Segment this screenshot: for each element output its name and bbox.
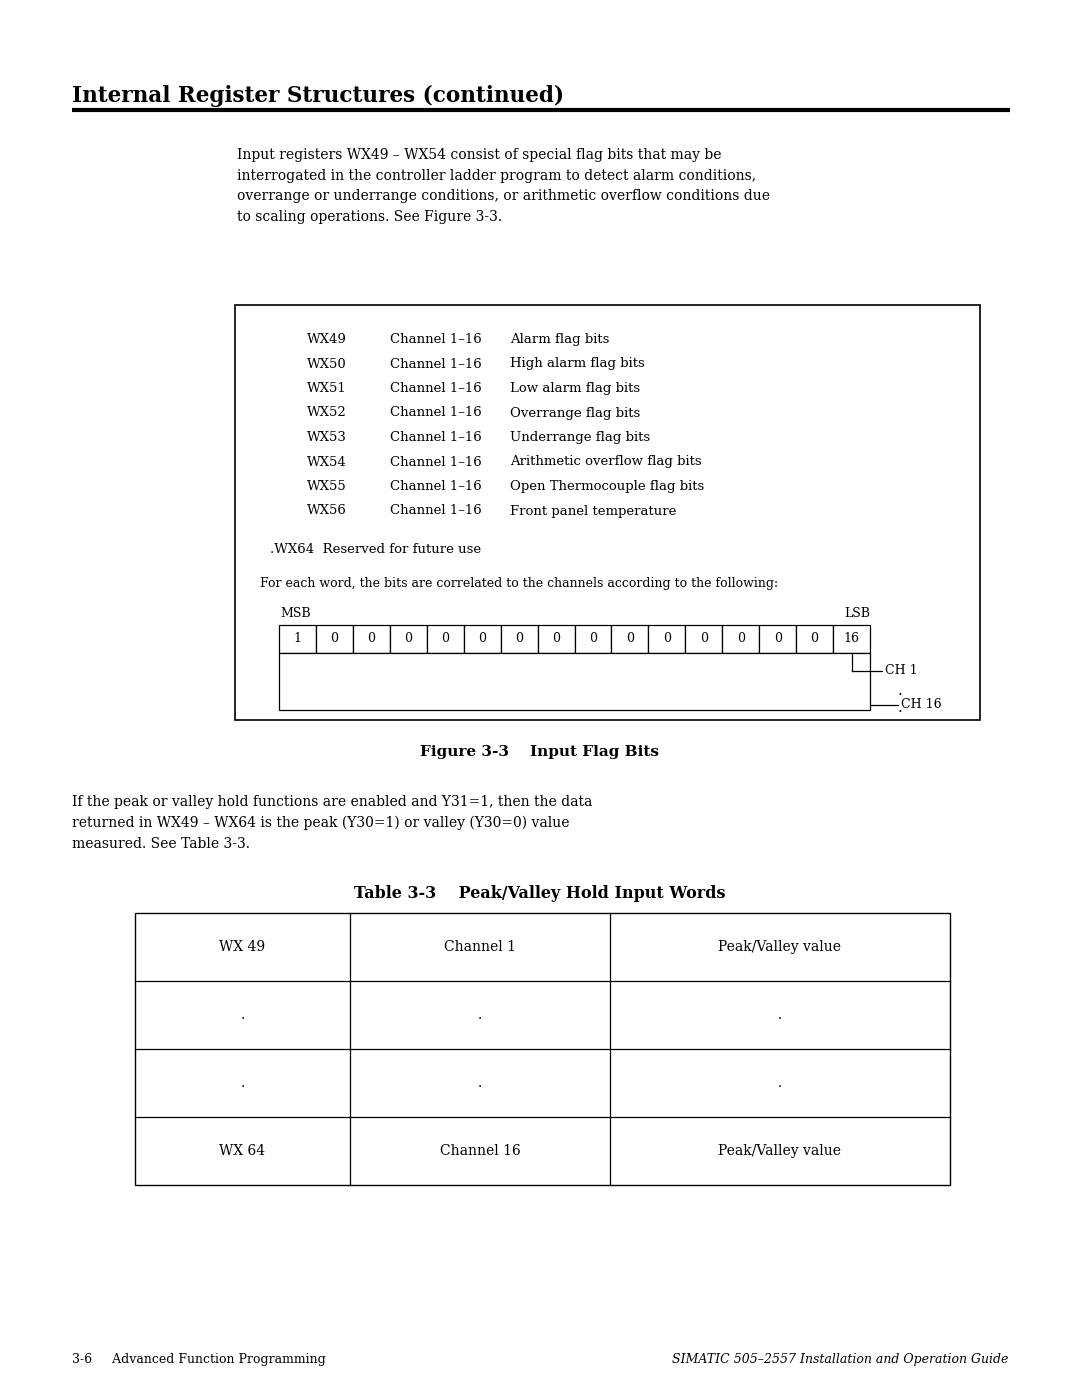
Text: .: . <box>897 685 902 698</box>
Bar <box>463 624 501 652</box>
Text: WX49: WX49 <box>307 332 347 346</box>
Text: 0: 0 <box>478 633 486 645</box>
Text: WX56: WX56 <box>307 504 347 517</box>
Text: .: . <box>241 1009 245 1023</box>
Text: For each word, the bits are correlated to the channels according to the followin: For each word, the bits are correlated t… <box>260 577 778 590</box>
Text: 0: 0 <box>811 633 819 645</box>
Bar <box>648 624 686 652</box>
Bar <box>686 624 723 652</box>
Text: 3-6     Advanced Function Programming: 3-6 Advanced Function Programming <box>72 1354 326 1366</box>
Text: 16: 16 <box>843 633 860 645</box>
Text: SIMATIC 505–2557 Installation and Operation Guide: SIMATIC 505–2557 Installation and Operat… <box>672 1354 1008 1366</box>
Text: .: . <box>477 1009 482 1023</box>
Text: Overrange flag bits: Overrange flag bits <box>510 407 640 419</box>
Text: .: . <box>477 1076 482 1090</box>
Text: Arithmetic overflow flag bits: Arithmetic overflow flag bits <box>510 455 702 468</box>
Bar <box>279 652 870 710</box>
Bar <box>279 624 316 652</box>
Text: If the peak or valley hold functions are enabled and Y31=1, then the data
return: If the peak or valley hold functions are… <box>72 795 592 851</box>
Text: CH 1: CH 1 <box>885 664 917 676</box>
Bar <box>135 914 950 1185</box>
Text: 0: 0 <box>589 633 597 645</box>
Text: Front panel temperature: Front panel temperature <box>510 504 676 517</box>
Bar <box>833 624 870 652</box>
Text: Channel 1–16: Channel 1–16 <box>390 455 482 468</box>
Text: Low alarm flag bits: Low alarm flag bits <box>510 381 640 395</box>
Text: 0: 0 <box>367 633 376 645</box>
Text: Input registers WX49 – WX54 consist of special flag bits that may be
interrogate: Input registers WX49 – WX54 consist of s… <box>237 148 770 224</box>
Text: Underrange flag bits: Underrange flag bits <box>510 432 650 444</box>
Bar <box>723 624 759 652</box>
Text: Peak/Valley value: Peak/Valley value <box>718 1144 841 1158</box>
Bar <box>759 624 796 652</box>
Text: Figure 3-3    Input Flag Bits: Figure 3-3 Input Flag Bits <box>420 745 660 759</box>
Text: .: . <box>241 1076 245 1090</box>
Text: WX51: WX51 <box>307 381 347 395</box>
Bar <box>316 624 353 652</box>
Text: Channel 1–16: Channel 1–16 <box>390 332 482 346</box>
Text: 0: 0 <box>626 633 634 645</box>
Text: Alarm flag bits: Alarm flag bits <box>510 332 609 346</box>
Text: 0: 0 <box>404 633 413 645</box>
Text: 0: 0 <box>773 633 782 645</box>
Bar <box>611 624 648 652</box>
Bar <box>353 624 390 652</box>
Text: CH 16: CH 16 <box>901 698 942 711</box>
Bar <box>390 624 427 652</box>
Bar <box>538 624 575 652</box>
Bar <box>501 624 538 652</box>
Text: .: . <box>778 1076 782 1090</box>
Text: Table 3-3    Peak/Valley Hold Input Words: Table 3-3 Peak/Valley Hold Input Words <box>354 886 726 902</box>
Bar <box>427 624 463 652</box>
Text: Channel 16: Channel 16 <box>440 1144 521 1158</box>
Bar <box>235 305 980 719</box>
Text: Channel 1–16: Channel 1–16 <box>390 481 482 493</box>
Text: .: . <box>778 1009 782 1023</box>
Text: WX52: WX52 <box>307 407 347 419</box>
Text: Channel 1–16: Channel 1–16 <box>390 504 482 517</box>
Text: 0: 0 <box>515 633 523 645</box>
Text: WX53: WX53 <box>307 432 347 444</box>
Text: WX 49: WX 49 <box>219 940 266 954</box>
Text: WX 64: WX 64 <box>219 1144 266 1158</box>
Text: Channel 1–16: Channel 1–16 <box>390 381 482 395</box>
Text: Channel 1: Channel 1 <box>444 940 516 954</box>
Text: 0: 0 <box>663 633 671 645</box>
Text: Channel 1–16: Channel 1–16 <box>390 358 482 370</box>
Text: LSB: LSB <box>843 608 870 620</box>
Text: 0: 0 <box>552 633 561 645</box>
Text: 0: 0 <box>330 633 338 645</box>
Text: High alarm flag bits: High alarm flag bits <box>510 358 645 370</box>
Text: WX54: WX54 <box>307 455 347 468</box>
Text: Peak/Valley value: Peak/Valley value <box>718 940 841 954</box>
Bar <box>796 624 833 652</box>
Text: 0: 0 <box>700 633 707 645</box>
Text: WX50: WX50 <box>307 358 347 370</box>
Text: 0: 0 <box>737 633 745 645</box>
Text: MSB: MSB <box>280 608 311 620</box>
Bar <box>575 624 611 652</box>
Text: WX55: WX55 <box>307 481 347 493</box>
Text: 1: 1 <box>294 633 301 645</box>
Text: .: . <box>897 701 902 715</box>
Text: Channel 1–16: Channel 1–16 <box>390 407 482 419</box>
Text: Channel 1–16: Channel 1–16 <box>390 432 482 444</box>
Text: .WX64  Reserved for future use: .WX64 Reserved for future use <box>270 543 481 556</box>
Text: Open Thermocouple flag bits: Open Thermocouple flag bits <box>510 481 704 493</box>
Text: Internal Register Structures (continued): Internal Register Structures (continued) <box>72 85 564 108</box>
Text: 0: 0 <box>442 633 449 645</box>
